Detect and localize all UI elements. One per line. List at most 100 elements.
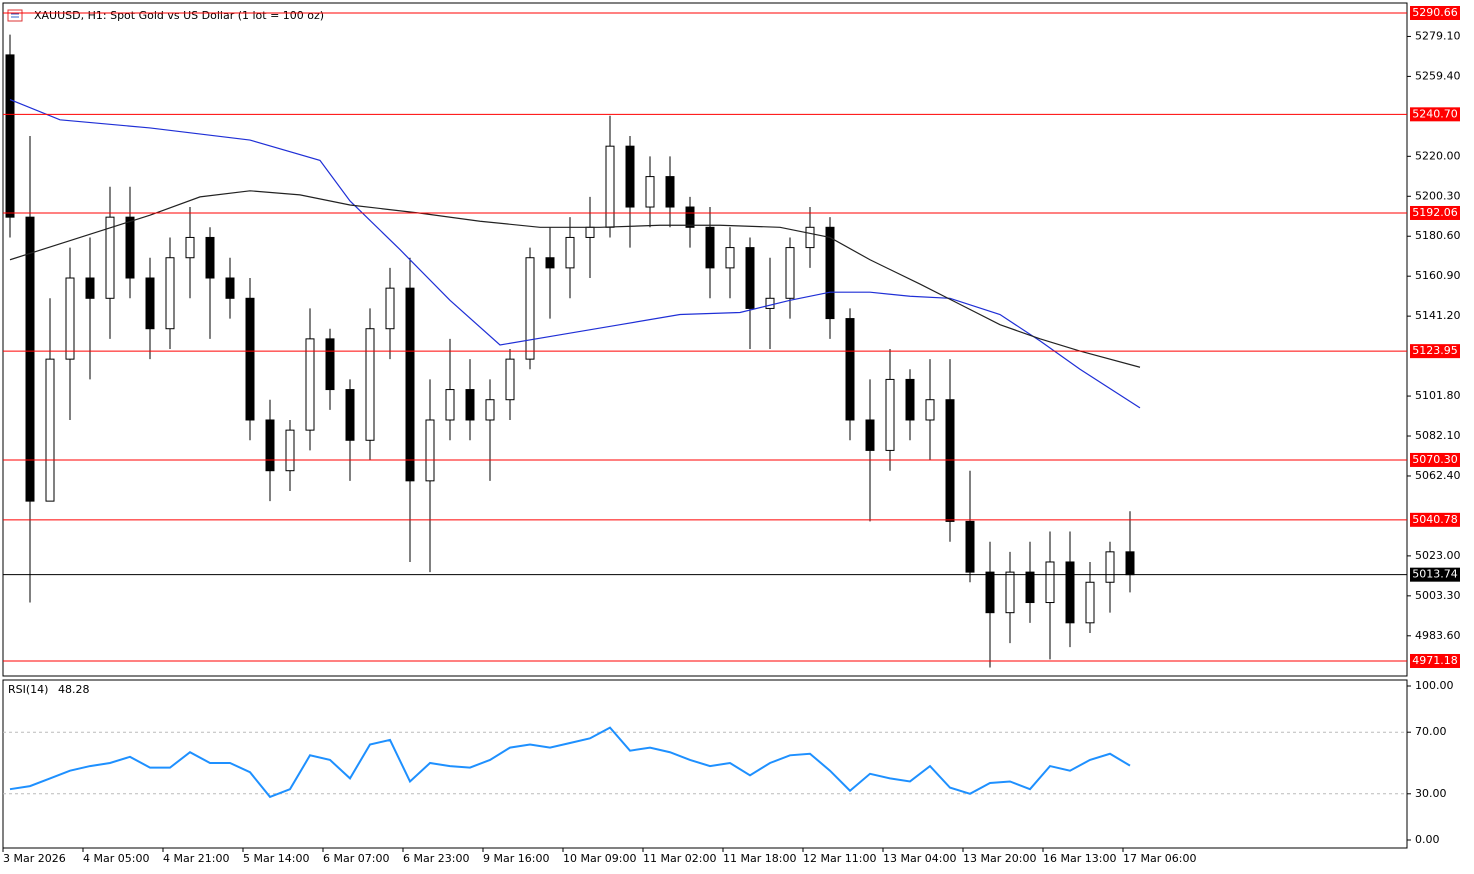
candle-body (605, 145, 615, 228)
candle-body (325, 338, 335, 391)
candle-body (225, 277, 235, 299)
candle-body (345, 389, 355, 441)
candle-body (825, 226, 835, 320)
y-tick-label: 5200.30 (1415, 189, 1461, 202)
candle-body (1105, 551, 1115, 583)
price-level-box (1410, 107, 1460, 122)
y-tick-label: 4983.60 (1415, 629, 1461, 642)
candle-body (405, 287, 415, 482)
candle-body (645, 176, 655, 208)
candle-body (765, 297, 775, 309)
candle-body (585, 226, 595, 238)
candle-body (1085, 581, 1095, 624)
y-tick-label: 5023.00 (1415, 549, 1461, 562)
candle-body (105, 216, 115, 299)
rsi-tick-label: 30.00 (1415, 787, 1447, 800)
candle-body (245, 297, 255, 421)
rsi-tick-label: 0.00 (1415, 833, 1440, 846)
x-tick-label: 12 Mar 11:00 (803, 852, 876, 865)
x-tick-label: 11 Mar 02:00 (643, 852, 716, 865)
candle-body (885, 378, 895, 451)
candle-body (965, 520, 975, 573)
candle-body (85, 277, 95, 299)
candle-body (905, 378, 915, 421)
candle-body (685, 206, 695, 228)
x-tick-label: 10 Mar 09:00 (563, 852, 636, 865)
y-tick-label: 5141.20 (1415, 309, 1461, 322)
y-tick-label: 5082.10 (1415, 429, 1461, 442)
candle-body (845, 318, 855, 421)
candle-body (25, 216, 35, 502)
x-tick-label: 13 Mar 04:00 (883, 852, 956, 865)
x-tick-label: 5 Mar 14:00 (243, 852, 309, 865)
x-tick-label: 17 Mar 06:00 (1123, 852, 1196, 865)
symbol-icon (7, 9, 23, 22)
candle-body (1025, 571, 1035, 604)
chart-title: XAUUSD, H1: Spot Gold vs US Dollar (1 lo… (34, 9, 324, 22)
current-price-label: 5013.74 (1412, 568, 1458, 581)
candle-body (385, 287, 395, 330)
candle-body (185, 236, 195, 259)
candle-body (65, 277, 75, 360)
x-tick-label: 4 Mar 21:00 (163, 852, 229, 865)
candle-body (725, 247, 735, 269)
candle-body (545, 257, 555, 269)
candle-body (45, 358, 55, 502)
rsi-name: RSI(14) (8, 683, 48, 696)
x-tick-label: 3 Mar 2026 (3, 852, 66, 865)
candle-body (625, 145, 635, 208)
x-tick-label: 16 Mar 13:00 (1043, 852, 1116, 865)
price-level-label: 5123.95 (1412, 344, 1458, 357)
rsi-panel (2, 679, 1408, 849)
candle-body (565, 236, 575, 269)
y-tick-label: 5160.90 (1415, 269, 1461, 282)
y-tick-label: 5003.30 (1415, 589, 1461, 602)
price-level-label: 5070.30 (1412, 453, 1458, 466)
candle-body (985, 571, 995, 614)
candle-body (1005, 571, 1015, 614)
candle-body (145, 277, 155, 330)
candle-body (445, 389, 455, 421)
candle-body (805, 226, 815, 249)
price-level-box (1410, 452, 1460, 467)
candle-body (5, 54, 15, 218)
current-price-box (1410, 567, 1460, 582)
y-tick-label: 5279.10 (1415, 29, 1461, 42)
x-tick-label: 6 Mar 07:00 (323, 852, 389, 865)
candle-body (205, 236, 215, 279)
candle-body (465, 389, 475, 421)
y-tick-label: 5220.00 (1415, 149, 1461, 162)
y-tick-label: 5259.40 (1415, 69, 1461, 82)
candle-body (425, 419, 435, 482)
y-tick-label: 5101.80 (1415, 389, 1461, 402)
candle-body (165, 257, 175, 330)
rsi-tick-label: 70.00 (1415, 725, 1447, 738)
price-panel (2, 2, 1408, 677)
candle-body (285, 429, 295, 472)
price-level-label: 5240.70 (1412, 107, 1458, 120)
candle-body (505, 358, 515, 401)
candle-body (865, 419, 875, 451)
candle-body (265, 419, 275, 472)
price-level-label: 4971.18 (1412, 654, 1458, 667)
candle-body (1125, 551, 1135, 576)
x-tick-label: 6 Mar 23:00 (403, 852, 469, 865)
candle-body (125, 216, 135, 279)
x-tick-label: 13 Mar 20:00 (963, 852, 1036, 865)
rsi-value: 48.28 (58, 683, 90, 696)
price-level-box (1410, 205, 1460, 220)
rsi-tick-label: 100.00 (1415, 679, 1454, 692)
price-level-box (1410, 512, 1460, 527)
x-tick-label: 4 Mar 05:00 (83, 852, 149, 865)
moving-average (9, 98, 1141, 409)
y-tick-label: 5062.40 (1415, 469, 1461, 482)
candle-body (485, 399, 495, 421)
x-tick-label: 11 Mar 18:00 (723, 852, 796, 865)
candle-body (705, 226, 715, 269)
price-level-box (1410, 344, 1460, 359)
candle-body (945, 399, 955, 522)
candle-body (785, 247, 795, 299)
candle-body (1045, 561, 1055, 604)
